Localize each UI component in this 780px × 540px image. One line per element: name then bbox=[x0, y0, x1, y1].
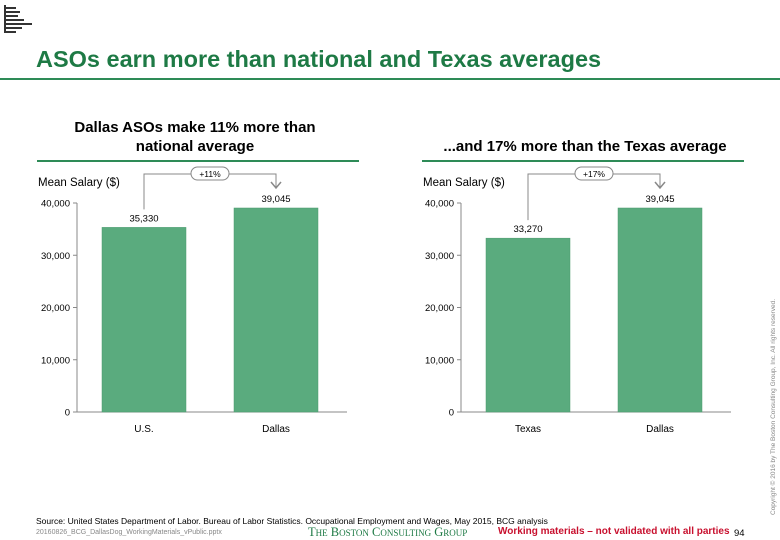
left-percent-badge bbox=[190, 166, 230, 181]
left-y-tick-label: 30,000 bbox=[41, 251, 70, 262]
page-number: 94 bbox=[734, 528, 745, 539]
right-y-tick-label: 10,000 bbox=[425, 355, 454, 366]
left-y-axis-label: Mean Salary ($) bbox=[38, 177, 120, 189]
right-bar-value-label: 39,045 bbox=[645, 194, 674, 205]
right-y-tick-label: 0 bbox=[449, 408, 454, 419]
right-y-tick-label: 30,000 bbox=[425, 251, 454, 262]
bcg-logo-mark-icon bbox=[4, 5, 32, 33]
right-comparison-arrow-icon bbox=[654, 181, 666, 190]
brand-wordmark: The Boston Consulting Group bbox=[308, 525, 468, 539]
right-y-tick-label: 20,000 bbox=[425, 303, 454, 314]
page-title: ASOs earn more than national and Texas a… bbox=[36, 46, 602, 72]
right-y-tick-label: 40,000 bbox=[425, 199, 454, 210]
file-name: 20160826_BCG_DallasDog_WorkingMaterials_… bbox=[36, 529, 222, 536]
right-percent-badge-label: +17% bbox=[583, 169, 605, 179]
left-chart-title-rule bbox=[37, 160, 359, 162]
source-note: Source: United States Department of Labo… bbox=[36, 516, 548, 526]
left-bar-value-label: 35,330 bbox=[129, 213, 158, 224]
title-divider bbox=[0, 78, 780, 80]
right-percent-badge bbox=[574, 166, 614, 181]
right-chart-title-rule bbox=[422, 160, 744, 162]
left-y-tick-label: 20,000 bbox=[41, 303, 70, 314]
bar-charts: Mean Salary ($) 0 10,000 20,000 30,000 40,000… bbox=[38, 166, 731, 435]
right-category-label: Dallas bbox=[646, 424, 674, 435]
left-y-tick-label: 10,000 bbox=[41, 355, 70, 366]
left-category-label: Dallas bbox=[262, 424, 290, 435]
right-chart-title: ...and 17% more than the Texas average bbox=[443, 138, 727, 155]
left-bar-0 bbox=[101, 227, 187, 413]
left-percent-badge-label: +11% bbox=[199, 169, 221, 179]
right-bar-1 bbox=[617, 207, 703, 413]
right-bar-value-label: 33,270 bbox=[513, 224, 542, 235]
left-y-tick-label: 0 bbox=[65, 408, 70, 419]
left-bar-1 bbox=[233, 207, 319, 413]
working-materials-note: Working materials – not validated with a… bbox=[498, 526, 730, 537]
left-comparison-arrow-icon bbox=[270, 181, 282, 190]
right-bar-0 bbox=[485, 237, 571, 413]
copyright-note: Copyright © 2016 by The Boston Consultin… bbox=[770, 298, 777, 515]
right-category-label: Texas bbox=[515, 424, 541, 435]
left-category-label: U.S. bbox=[134, 424, 153, 435]
left-bar-value-label: 39,045 bbox=[261, 194, 290, 205]
left-chart-title: Dallas ASOs make 11% more than national … bbox=[74, 119, 316, 155]
right-y-axis-label: Mean Salary ($) bbox=[423, 177, 505, 189]
left-y-tick-label: 40,000 bbox=[41, 199, 70, 210]
